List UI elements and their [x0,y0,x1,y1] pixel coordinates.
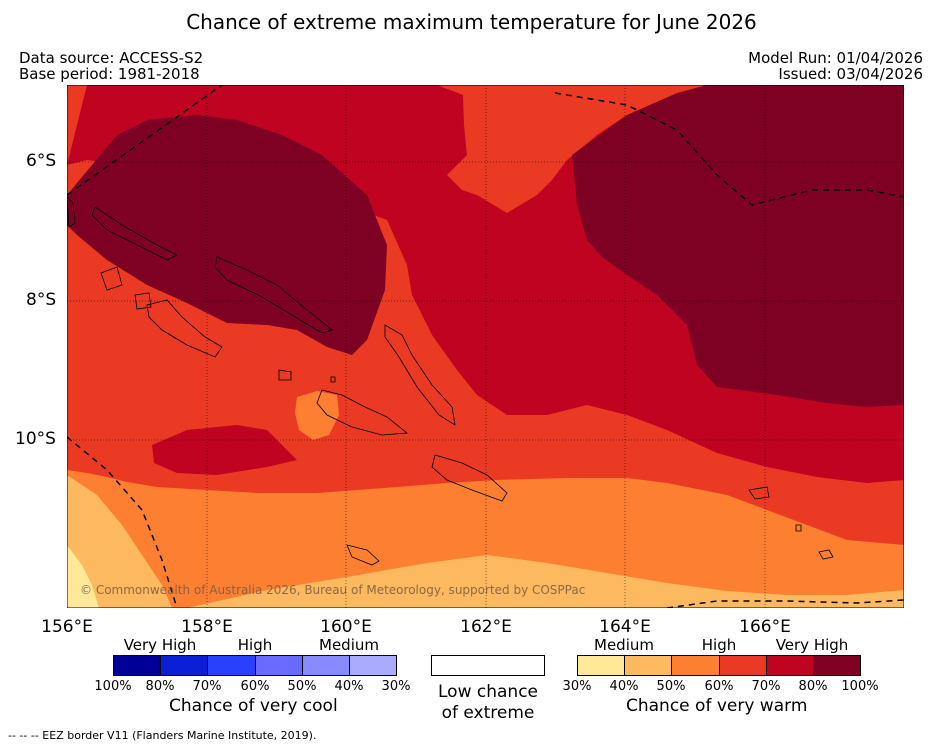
warm-swatch-2 [625,656,673,675]
zone-40-50-sw [67,475,172,608]
cool-cat-medium: Medium [319,636,379,654]
warm-colorbar [577,655,861,676]
cool-cat-high: High [237,636,273,654]
lat-tick-10s: 10°S [15,429,56,449]
warm-pct-100: 100% [841,679,879,694]
base-period: Base period: 1981-2018 [19,65,200,83]
map-panel: © Commonwealth of Australia 2026, Bureau… [67,85,904,608]
warm-pct-60: 60% [704,679,734,694]
zone-70-80-patch [152,425,297,475]
zone-50-60-patch [295,391,339,440]
warm-cat-very-high: Very High [775,636,849,654]
data-source: Data source: ACCESS-S2 [19,49,204,67]
cool-caption: Chance of very cool [169,696,338,716]
warm-cat-medium: Medium [594,636,654,654]
warm-swatch-1 [578,656,626,675]
neutral-caption: Low chance of extreme [431,682,545,724]
cool-swatch-3 [208,656,256,675]
zone-80-100-east [572,85,904,407]
zone-80-100-west [67,115,387,355]
issued-date: Issued: 03/04/2026 [778,65,923,83]
neutral-swatch [431,655,545,676]
lon-tick-164e: 164°E [599,617,651,637]
warm-swatch-5 [766,656,814,675]
warm-swatch-3 [672,656,720,675]
warm-pct-30: 30% [562,679,592,694]
lon-tick-166e: 166°E [739,617,791,637]
warm-swatch-6 [813,656,861,675]
graticule [67,85,904,608]
cool-pct-70: 70% [192,679,222,694]
islands [67,196,834,566]
lon-tick-158e: 158°E [181,617,233,637]
neutral-caption-line1: Low chance [438,682,538,702]
cool-swatch-2 [161,656,209,675]
cool-colorbar [113,655,397,676]
copyright-text: © Commonwealth of Australia 2026, Bureau… [80,583,585,597]
lat-tick-8s: 8°S [26,290,57,310]
warm-pct-40: 40% [609,679,639,694]
meta-left: Data source: ACCESS-S2 Base period: 1981… [19,50,203,82]
cool-swatch-4 [255,656,303,675]
cool-pct-80: 80% [145,679,175,694]
cool-pct-100: 100% [94,679,132,694]
warm-cat-high: High [701,636,737,654]
zone-40-50-s [187,555,904,608]
model-run: Model Run: 01/04/2026 [748,49,923,67]
eez-border [67,85,904,608]
zone-30-40-sw [67,545,99,608]
warm-swatch-4 [719,656,767,675]
cool-pct-50: 50% [287,679,317,694]
eez-footnote: -- -- -- EEZ border V11 (Flanders Marine… [8,729,317,742]
warm-pct-50: 50% [656,679,686,694]
lat-tick-6s: 6°S [26,151,57,171]
meta-right: Model Run: 01/04/2026 Issued: 03/04/2026 [748,50,923,82]
warm-pct-70: 70% [751,679,781,694]
cool-pct-60: 60% [240,679,270,694]
cool-swatch-5 [302,656,350,675]
cool-pct-30: 30% [381,679,411,694]
map-title: Chance of extreme maximum temperature fo… [186,10,757,34]
cool-pct-40: 40% [334,679,364,694]
lon-tick-162e: 162°E [460,617,512,637]
lon-tick-156e: 156°E [41,617,93,637]
cool-swatch-6 [349,656,397,675]
warm-caption: Chance of very warm [626,696,808,716]
warm-pct-80: 80% [798,679,828,694]
cool-swatch-1 [114,656,162,675]
lon-tick-160e: 160°E [320,617,372,637]
cool-cat-very-high: Very High [123,636,197,654]
neutral-caption-line2: of extreme [441,703,535,723]
